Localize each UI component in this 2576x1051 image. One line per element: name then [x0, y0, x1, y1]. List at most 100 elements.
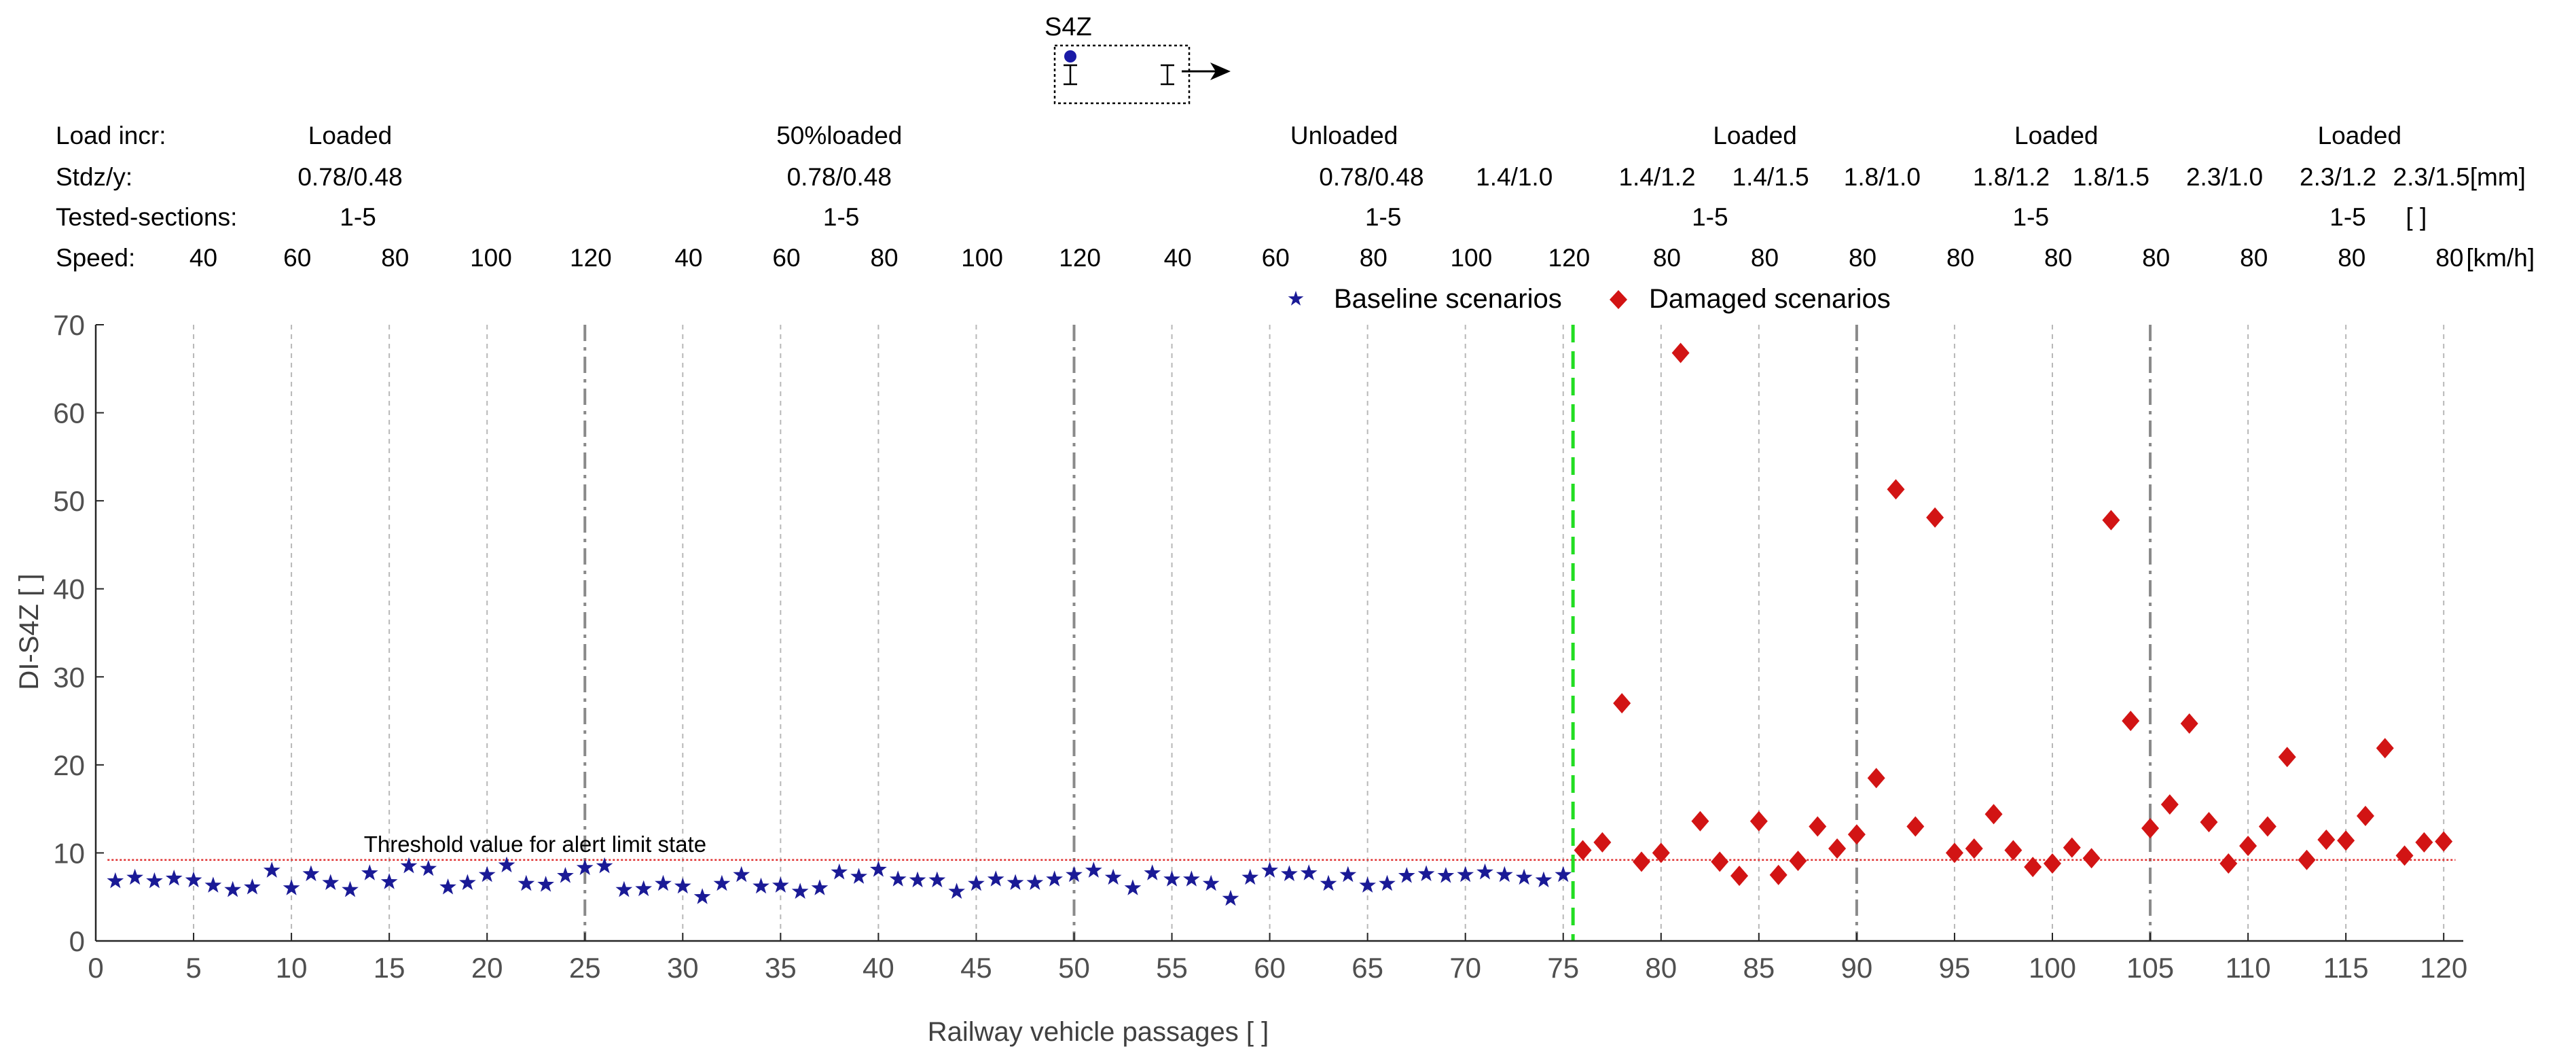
- direction-arrow-icon: [1182, 63, 1231, 80]
- baseline-point: [302, 865, 320, 881]
- baseline-point: [1241, 868, 1259, 885]
- baseline-point: [811, 879, 829, 895]
- beam-icon: [1064, 64, 1077, 86]
- x-tick-label: 30: [667, 952, 699, 984]
- baseline-point: [322, 874, 340, 890]
- damaged-point: [2415, 832, 2433, 853]
- header-sections-value: 1-5: [340, 203, 376, 231]
- header-speed-value: 80: [2435, 244, 2463, 272]
- baseline-point: [1222, 889, 1239, 906]
- baseline-point: [772, 876, 789, 893]
- x-tick-label: 35: [765, 952, 797, 984]
- legend-entry-damaged: Damaged scenarios: [1610, 284, 1891, 314]
- header-speed-value: 80: [1946, 244, 1974, 272]
- y-tick-label: 70: [53, 309, 85, 341]
- header-load-value: 50%loaded: [776, 122, 902, 149]
- baseline-point: [478, 866, 496, 883]
- baseline-point: [850, 868, 867, 884]
- x-tick-label: 60: [1254, 952, 1286, 984]
- header-row-label: Load incr:: [56, 122, 166, 149]
- baseline-point: [655, 874, 672, 891]
- x-tick-label: 55: [1156, 952, 1188, 984]
- header-speed-value: 80: [2338, 244, 2365, 272]
- header-row-label: Speed:: [56, 244, 135, 272]
- header-speed-value: 120: [1059, 244, 1101, 272]
- threshold: Threshold value for alert limit state: [107, 832, 2456, 861]
- header-speed-value: 120: [570, 244, 612, 272]
- header-speed-value: 80: [1653, 244, 1681, 272]
- damaged-point: [2278, 747, 2296, 768]
- baseline-point: [439, 878, 456, 895]
- baseline-point: [615, 880, 633, 897]
- baseline-point: [380, 873, 398, 889]
- x-tick-label: 85: [1743, 952, 1775, 984]
- baseline-point: [713, 874, 731, 891]
- baseline-point: [752, 877, 769, 894]
- header-row-load: Load incr: Loaded 50%loaded Unloaded Loaded…: [56, 122, 2401, 149]
- header-speed-value: 60: [283, 244, 311, 272]
- y-axis-title: DI-S4Z [ ]: [14, 573, 44, 690]
- baseline-point: [968, 874, 985, 891]
- damaged-point: [2122, 711, 2140, 732]
- damaged-point: [1906, 816, 1925, 837]
- baseline-point: [146, 872, 163, 889]
- damaged-point: [2004, 840, 2022, 861]
- baseline-point: [928, 871, 946, 888]
- x-tick-label: 10: [276, 952, 308, 984]
- baseline-point: [126, 868, 143, 885]
- header-speed-value: 80: [870, 244, 898, 272]
- header-sections-value: 1-5: [823, 203, 859, 231]
- damaged-point: [2337, 830, 2355, 851]
- damaged-point: [1749, 810, 1768, 832]
- baseline-point: [693, 888, 711, 904]
- legend: Baseline scenarios Damaged scenarios: [1288, 284, 1891, 314]
- header-row-sections: Tested-sections: 1-5 1-5 1-5 1-5 1-5 1-5 [ ]: [56, 203, 2427, 231]
- y-tick-label: 60: [53, 397, 85, 429]
- baseline-point: [635, 880, 652, 897]
- baseline-point: [459, 874, 476, 890]
- header-std-value: 2.3/1.0: [2186, 163, 2263, 191]
- baseline-point: [1457, 866, 1474, 883]
- header-load-value: Unloaded: [1290, 122, 1398, 149]
- header-speed-value: 100: [470, 244, 512, 272]
- baseline-point: [165, 870, 183, 886]
- beam-icon: [1161, 64, 1174, 86]
- baseline-point: [909, 871, 926, 888]
- damaged-point: [1828, 838, 1847, 859]
- baseline-point: [987, 870, 1004, 887]
- baseline-point: [1339, 866, 1357, 883]
- threshold-label: Threshold value for alert limit state: [364, 832, 706, 857]
- x-tick-label: 40: [863, 952, 894, 984]
- baseline-point: [244, 878, 261, 895]
- damaged-point: [2102, 510, 2120, 531]
- y-tick-label: 20: [53, 749, 85, 781]
- header-sections-value: 1-5: [1692, 203, 1728, 231]
- legend-star-marker: [1288, 291, 1304, 306]
- header-speed-value: [km/h]: [2466, 244, 2535, 272]
- legend-label-damaged: Damaged scenarios: [1649, 284, 1891, 314]
- baseline-point: [1359, 876, 1376, 893]
- damaged-point: [1789, 851, 1807, 872]
- baseline-point: [1476, 863, 1493, 880]
- baseline-point: [1417, 865, 1435, 881]
- x-tick-labels: 0 5 10 15 20 25 30 35 40 45 50 55 60 65 70 75 80 85 90 95 10…: [88, 952, 2467, 984]
- damaged-point: [1730, 866, 1749, 887]
- x-tick-label: 25: [569, 952, 601, 984]
- baseline-point: [1202, 874, 1220, 891]
- damaged-point: [1613, 693, 1631, 714]
- baseline-point: [1046, 870, 1063, 887]
- header-speed-value: 80: [381, 244, 409, 272]
- header-load-value: Loaded: [308, 122, 392, 149]
- baseline-point: [1398, 867, 1415, 883]
- sensor-dot: [1064, 50, 1076, 63]
- damaged-point: [1574, 840, 1592, 861]
- baseline-point: [576, 859, 594, 875]
- damaged-point: [2024, 857, 2042, 878]
- header-speed-value: 80: [2142, 244, 2170, 272]
- baseline-point: [791, 883, 809, 899]
- damaged-point: [2356, 806, 2374, 827]
- baseline-point: [1144, 864, 1161, 880]
- damaged-point: [1652, 842, 1670, 863]
- baseline-point: [1085, 861, 1102, 878]
- damaged-point: [1691, 810, 1709, 832]
